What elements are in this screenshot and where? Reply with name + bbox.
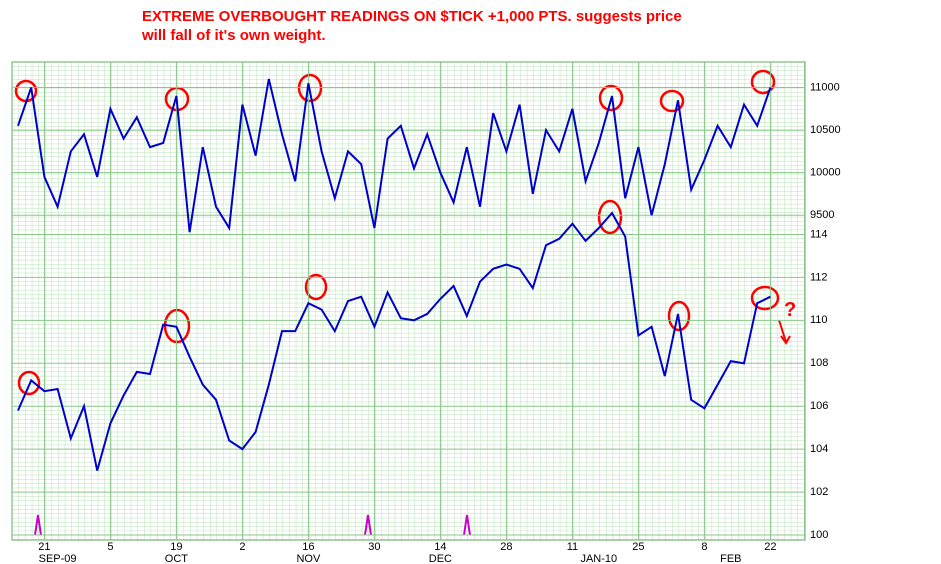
x-month-label: DEC: [429, 553, 452, 564]
highlight-circles: [14, 69, 780, 396]
annotation: ?: [784, 299, 796, 321]
y-tick-label: 108: [810, 357, 828, 369]
title-line: will fall of it's own weight.: [141, 27, 326, 44]
y-tick-label: 102: [810, 486, 828, 498]
y-tick-label: 10000: [810, 167, 841, 179]
x-tick-label: 8: [701, 541, 707, 553]
y-tick-label: 10500: [810, 124, 841, 136]
x-tick-label: 22: [764, 541, 776, 553]
y-tick-label: 100: [810, 529, 828, 541]
x-month-label: SEP-09: [39, 553, 77, 564]
x-tick-label: 28: [500, 541, 512, 553]
x-tick-label: 21: [38, 541, 50, 553]
title-line: EXTREME OVERBOUGHT READINGS ON $TICK +1,…: [142, 8, 682, 25]
x-month-label: FEB: [720, 553, 741, 564]
x-month-label: OCT: [165, 553, 189, 564]
y-tick-label: 112: [810, 271, 828, 283]
y-tick-label: 106: [810, 400, 828, 412]
data-line: [17, 211, 771, 471]
y-tick-label: 110: [810, 314, 828, 326]
x-tick-label: 11: [567, 541, 578, 553]
x-month-label: NOV: [296, 553, 321, 564]
x-month-label: JAN-10: [580, 553, 617, 564]
plot-area: [11, 61, 806, 541]
data-line: [17, 78, 772, 233]
x-tick-label: 5: [107, 541, 113, 553]
x-tick-label: 16: [302, 541, 314, 553]
x-tick-label: 2: [239, 541, 245, 553]
x-tick-label: 25: [632, 541, 644, 553]
x-tick-label: 14: [434, 541, 446, 553]
y-tick-label: 11000: [810, 81, 840, 93]
y-tick-label: 9500: [810, 209, 834, 221]
y-tick-label: 104: [810, 443, 828, 455]
x-tick-label: 30: [368, 541, 380, 553]
signal-markers: [34, 514, 471, 536]
x-tick-label: 19: [170, 541, 182, 553]
arrow: [778, 319, 791, 345]
y-tick-label: 114: [810, 228, 828, 240]
